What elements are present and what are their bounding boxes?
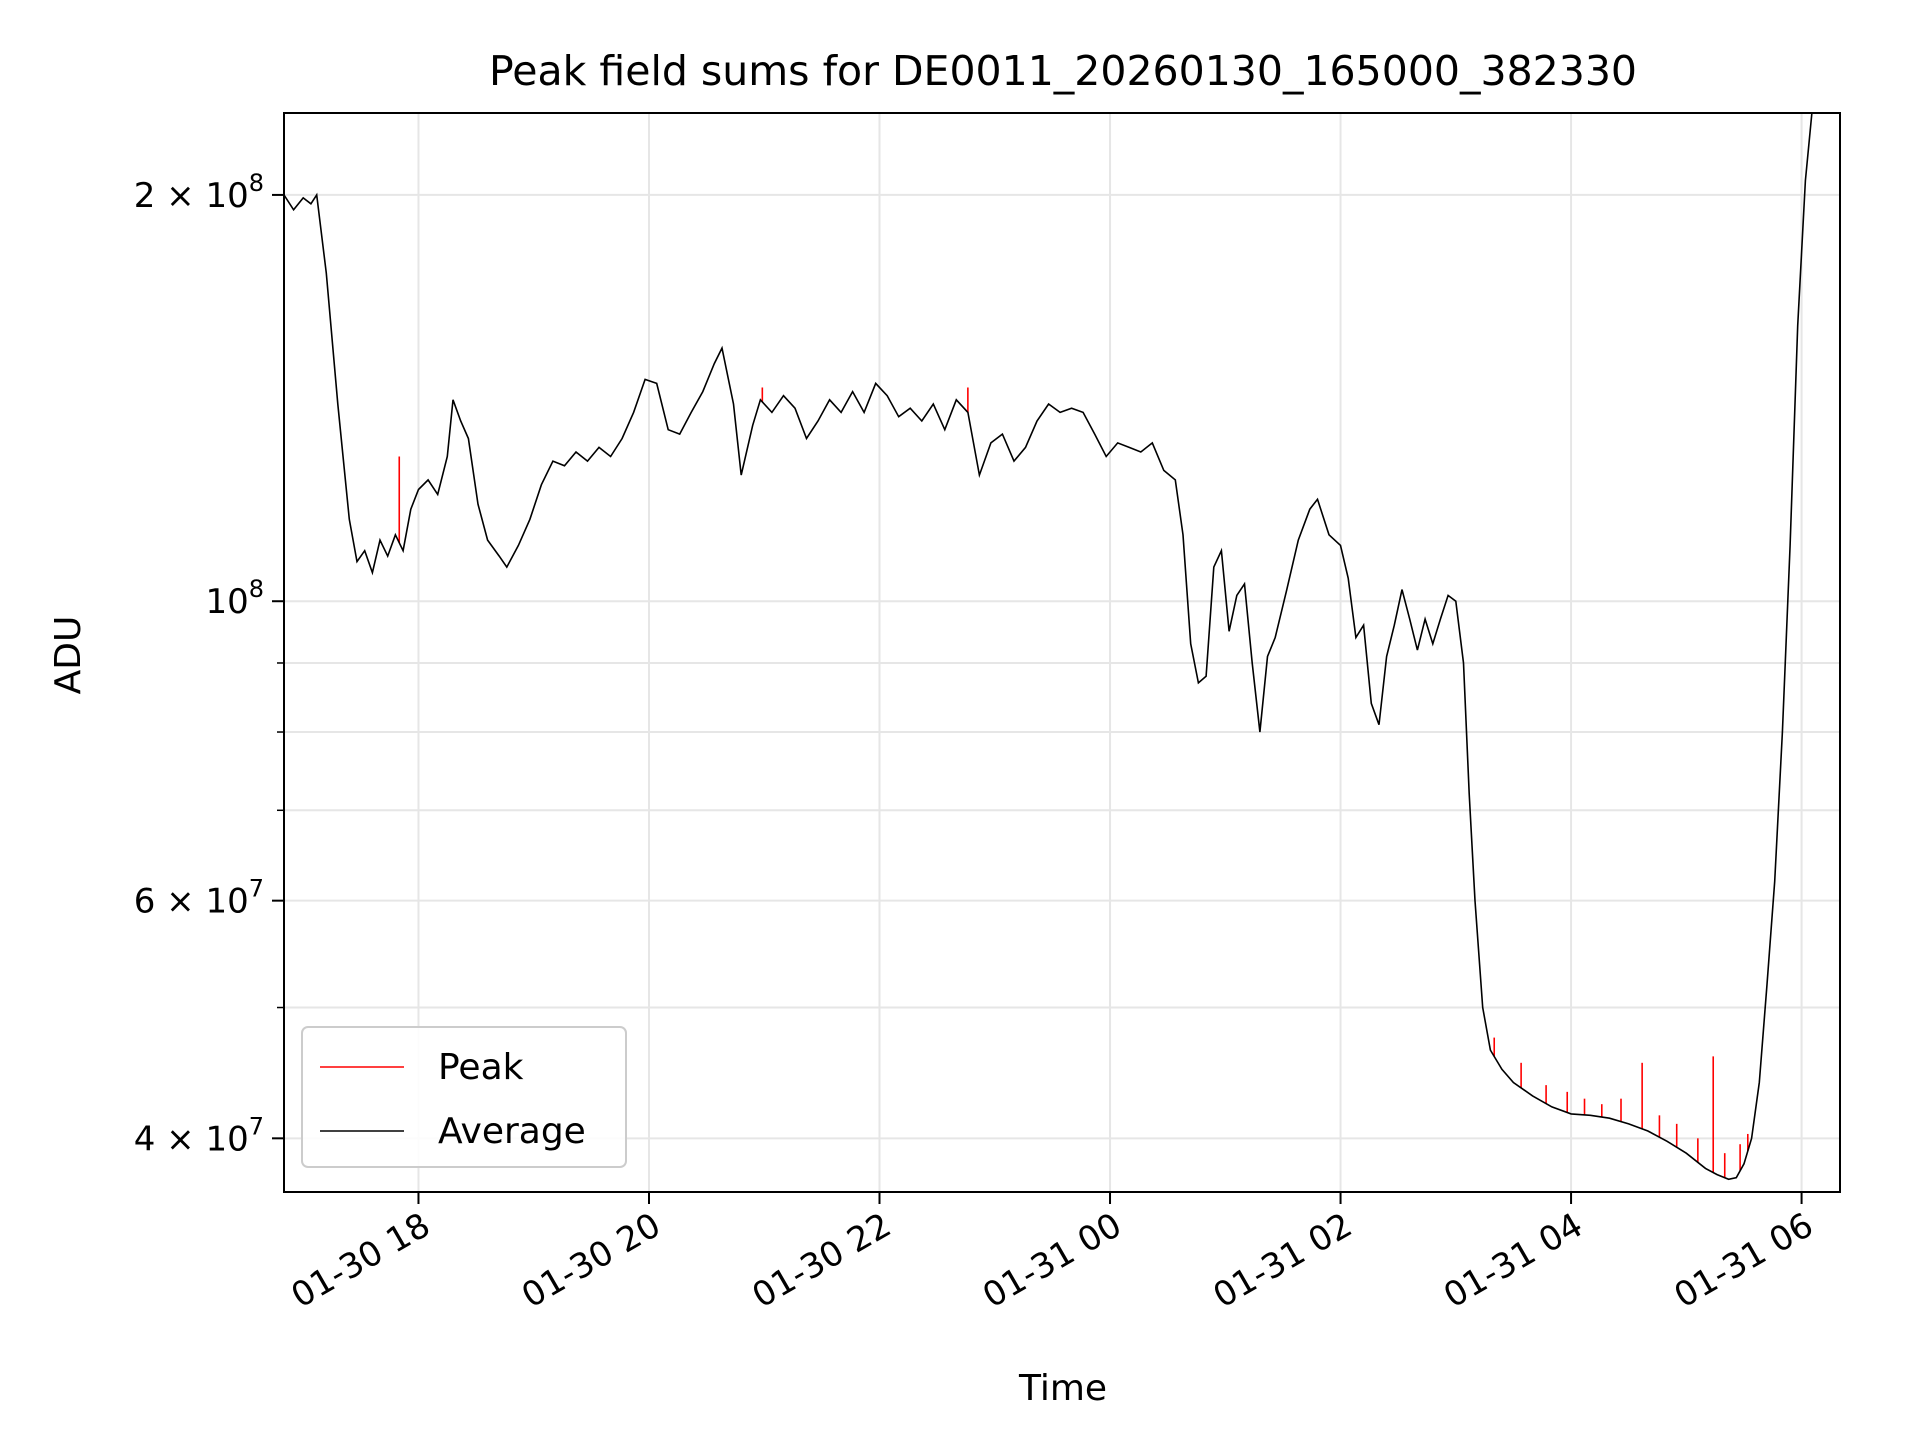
legend-label-peak: Peak [438,1047,524,1088]
y-tick-label: 6 × 107 [134,875,264,922]
chart-title: Peak field sums for DE0011_20260130_1650… [489,47,1637,95]
y-tick-label: 108 [205,575,264,622]
average-line [284,113,1813,1181]
legend-box [301,1026,627,1168]
legend: Peak Average [301,1026,627,1168]
x-axis-label: Time [1018,1368,1107,1409]
plot-frame [283,112,1841,1193]
y-axis-label: ADU [48,616,89,695]
y-tick-label: 2 × 108 [134,169,264,216]
y-tick-label: 4 × 107 [134,1112,264,1159]
plot-area [284,113,1813,1181]
legend-label-average: Average [438,1111,586,1152]
